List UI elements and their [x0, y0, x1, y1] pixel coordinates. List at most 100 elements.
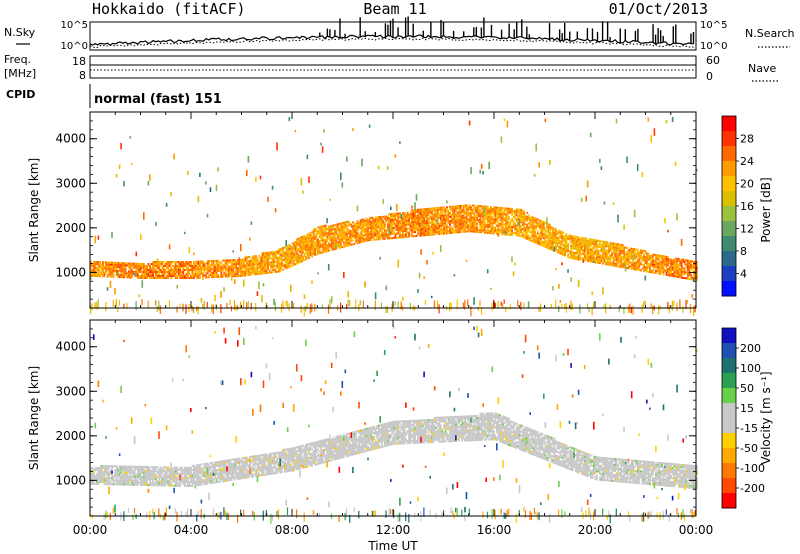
echo-pixel [364, 224, 366, 227]
echo-pixel [320, 237, 323, 240]
echo-pixel [117, 479, 120, 482]
echo-pixel [673, 261, 676, 264]
echo-pixel [270, 267, 273, 270]
echo-pixel [550, 244, 553, 247]
echo-pixel [620, 263, 622, 266]
echo-pixel [273, 265, 276, 268]
echo-pixel [233, 275, 236, 278]
echo-pixel [490, 206, 492, 209]
echo-pixel [486, 209, 489, 212]
echo-pixel [491, 230, 494, 233]
echo-pixel [103, 473, 106, 476]
echo-pixel [499, 206, 501, 209]
echo-pixel [191, 269, 194, 271]
echo-pixel [264, 260, 266, 263]
echo-pixel [618, 259, 621, 262]
echo-pixel [667, 270, 669, 273]
echo-pixel [436, 233, 439, 236]
echo-pixel [149, 468, 151, 471]
echo-pixel [179, 269, 182, 271]
echo-pixel [359, 219, 362, 222]
echo-pixel [114, 483, 116, 486]
echo-pixel [208, 276, 210, 279]
echo-pixel [411, 219, 413, 222]
echo-pixel [490, 230, 492, 233]
echo-pixel [376, 234, 379, 237]
echo-pixel [561, 241, 563, 244]
echo-pixel [161, 263, 163, 265]
echo-pixel [391, 231, 394, 234]
echo-pixel [274, 252, 277, 255]
echo-pixel [335, 233, 338, 236]
echo-pixel [473, 220, 476, 223]
echo-pixel [188, 261, 191, 263]
echo-pixel [274, 270, 277, 273]
echo-pixel [582, 239, 585, 242]
echo-pixel [371, 226, 374, 229]
echo-pixel [573, 235, 576, 238]
echo-pixel [359, 221, 362, 224]
echo-pixel [124, 467, 127, 470]
echo-pixel [270, 251, 273, 254]
echo-pixel [633, 266, 636, 269]
echo-pixel [271, 253, 274, 256]
echo-pixel [591, 246, 594, 249]
echo-pixel [356, 238, 359, 241]
echo-pixel [108, 473, 110, 476]
echo-pixel [462, 222, 465, 225]
echo-pixel [309, 238, 312, 241]
echo-pixel [518, 212, 521, 215]
echo-pixel [514, 212, 516, 215]
echo-pixel [544, 243, 547, 246]
echo-pixel [308, 256, 310, 259]
echo-pixel [361, 234, 363, 237]
echo-pixel [347, 238, 350, 241]
echo-pixel [409, 233, 412, 236]
echo-pixel [485, 205, 488, 208]
echo-pixel [318, 250, 321, 253]
echo-pixel [93, 472, 95, 475]
echo-pixel [309, 248, 312, 251]
echo-pixel [456, 215, 459, 218]
echo-pixel [506, 229, 509, 232]
echo-pixel [393, 214, 395, 217]
echo-pixel [335, 231, 338, 234]
echo-pixel [627, 253, 630, 256]
echo-pixel [312, 240, 315, 243]
echo-pixel [444, 230, 447, 233]
echo-pixel [570, 255, 573, 258]
ground-pixel [115, 299, 117, 307]
echo-pixel [247, 262, 250, 265]
echo-pixel [265, 270, 268, 272]
echo-pixel [468, 218, 471, 221]
echo-pixel [336, 229, 339, 232]
echo-pixel [306, 249, 309, 252]
echo-pixel [108, 467, 110, 470]
echo-pixel [638, 251, 641, 254]
echo-pixel [296, 246, 298, 249]
echo-pixel [414, 231, 416, 234]
echo-pixel [167, 261, 170, 263]
echo-pixel [188, 277, 191, 279]
scatter-pixel [585, 195, 587, 202]
echo-pixel [535, 219, 538, 222]
echo-pixel [238, 264, 241, 267]
echo-pixel [517, 234, 519, 237]
scatter-pixel [165, 202, 168, 207]
echo-pixel [408, 227, 410, 230]
echo-pixel [300, 260, 303, 263]
scatter-pixel [290, 284, 292, 293]
echo-pixel [162, 265, 165, 267]
echo-pixel [252, 269, 254, 272]
echo-pixel [438, 216, 441, 219]
echo-pixel [315, 233, 318, 236]
echo-pixel [203, 264, 206, 267]
echo-pixel [220, 273, 223, 276]
echo-pixel [589, 240, 592, 243]
echo-pixel [308, 238, 310, 241]
echo-pixel [158, 263, 160, 265]
ground-pixel [105, 301, 107, 312]
echo-pixel [479, 223, 482, 226]
ground-pixel [246, 302, 248, 310]
echo-pixel [370, 224, 373, 227]
